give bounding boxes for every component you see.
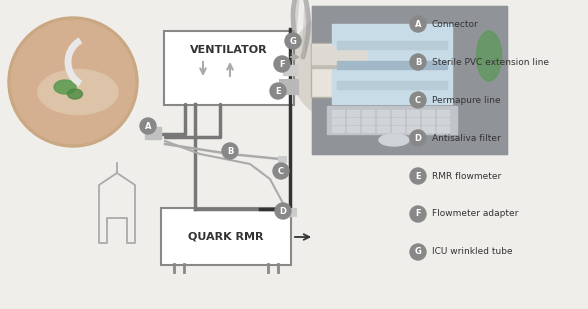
Ellipse shape	[68, 89, 82, 99]
Text: Flowmeter adapter: Flowmeter adapter	[432, 210, 519, 218]
Bar	[362, 110, 374, 116]
Bar	[362, 126, 374, 132]
Bar	[332, 24, 452, 104]
Text: Connector: Connector	[432, 19, 479, 28]
Text: F: F	[415, 210, 421, 218]
Bar	[437, 110, 449, 116]
Bar	[377, 126, 389, 132]
Bar	[377, 110, 389, 116]
Circle shape	[290, 9, 404, 123]
Bar	[407, 118, 419, 124]
Circle shape	[222, 143, 238, 159]
Bar	[392, 118, 404, 124]
Bar	[347, 118, 359, 124]
Bar	[407, 126, 419, 132]
Text: C: C	[415, 95, 421, 104]
Bar	[422, 110, 434, 116]
Text: ICU wrinkled tube: ICU wrinkled tube	[432, 248, 513, 256]
Circle shape	[410, 130, 426, 146]
Text: Antisaliva filter: Antisaliva filter	[432, 133, 501, 142]
Bar	[422, 118, 434, 124]
Bar	[280, 80, 298, 94]
Circle shape	[140, 118, 156, 134]
Bar	[392, 126, 404, 132]
Text: A: A	[145, 121, 151, 130]
Bar	[337, 61, 447, 69]
Circle shape	[410, 92, 426, 108]
Circle shape	[273, 163, 289, 179]
Bar	[312, 46, 367, 64]
Bar	[312, 6, 507, 154]
Bar	[377, 118, 389, 124]
Text: F: F	[279, 60, 285, 69]
Circle shape	[410, 244, 426, 260]
Circle shape	[11, 20, 135, 144]
Bar	[337, 81, 447, 89]
Circle shape	[410, 16, 426, 32]
Circle shape	[275, 203, 291, 219]
Text: D: D	[279, 206, 286, 215]
Text: Permapure line: Permapure line	[432, 95, 500, 104]
Text: B: B	[415, 57, 421, 66]
Circle shape	[410, 54, 426, 70]
FancyBboxPatch shape	[161, 208, 291, 265]
Bar	[362, 118, 374, 124]
Text: VENTILATOR: VENTILATOR	[190, 45, 268, 55]
Circle shape	[274, 56, 290, 72]
Text: E: E	[275, 87, 281, 95]
Bar	[407, 110, 419, 116]
Bar	[332, 118, 344, 124]
Bar	[337, 41, 447, 49]
Bar	[327, 106, 457, 134]
Text: QUARK RMR: QUARK RMR	[188, 231, 264, 242]
Ellipse shape	[476, 31, 502, 81]
FancyBboxPatch shape	[311, 43, 368, 97]
Circle shape	[285, 33, 301, 49]
Bar	[312, 64, 367, 68]
Bar	[437, 118, 449, 124]
Text: B: B	[227, 146, 233, 155]
Text: RMR flowmeter: RMR flowmeter	[432, 171, 501, 180]
Bar	[278, 156, 286, 162]
Bar	[332, 24, 452, 104]
Bar	[145, 127, 161, 139]
Text: D: D	[415, 133, 422, 142]
Bar	[437, 126, 449, 132]
Text: G: G	[289, 36, 296, 45]
Circle shape	[8, 17, 138, 147]
Bar	[286, 208, 296, 216]
FancyBboxPatch shape	[164, 31, 294, 105]
Ellipse shape	[38, 70, 118, 115]
Bar	[347, 110, 359, 116]
Circle shape	[270, 83, 286, 99]
Text: C: C	[278, 167, 284, 176]
Text: Sterile PVC extension line: Sterile PVC extension line	[432, 57, 549, 66]
Bar	[347, 126, 359, 132]
Bar	[283, 65, 297, 75]
Bar	[312, 6, 507, 154]
Circle shape	[410, 168, 426, 184]
Text: E: E	[415, 171, 421, 180]
Bar	[332, 110, 344, 116]
Ellipse shape	[379, 134, 409, 146]
Bar	[392, 110, 404, 116]
Ellipse shape	[54, 80, 76, 94]
Bar	[332, 126, 344, 132]
Circle shape	[410, 206, 426, 222]
Text: A: A	[415, 19, 421, 28]
Bar	[422, 126, 434, 132]
Text: G: G	[415, 248, 422, 256]
Bar	[312, 6, 507, 154]
